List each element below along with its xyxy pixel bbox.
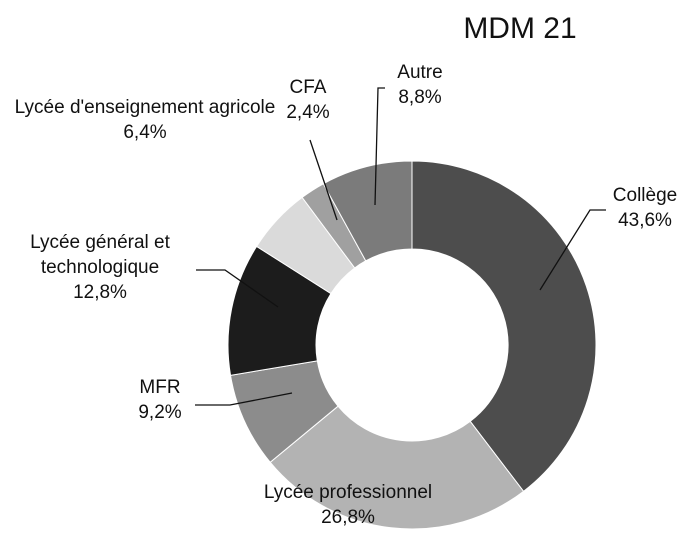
leader-line [195,392,293,406]
category-label: Lycée d'enseignement agricole [14,97,276,118]
value-label: 26,8% [321,507,375,528]
leader-line [374,87,385,206]
data-label: Lycée général et technologique 12,8% [0,230,200,305]
donut-slice [269,405,525,530]
donut-slice [322,160,413,262]
value-label: 12,8% [73,282,127,303]
data-label: CFA 2,4% [268,75,348,125]
category-label: Lycée général et technologique [30,232,170,278]
category-label: CFA [289,77,327,98]
leader-line [309,139,338,221]
data-label: Collège 43,6% [585,183,691,233]
data-label: Autre 8,8% [380,60,460,110]
value-label: 2,4% [286,102,330,123]
category-label: Collège [612,185,678,206]
category-label: MFR [139,377,181,398]
leader-line [196,269,279,308]
category-label: Lycée professionnel [263,482,433,503]
chart-title: MDM 21 [463,12,577,45]
value-label: 9,2% [138,402,182,423]
data-label: MFR 9,2% [110,375,210,425]
category-label: Autre [397,62,443,83]
value-label: 6,4% [123,122,167,143]
leader-line [539,209,606,291]
value-label: 8,8% [398,87,442,108]
value-label: 43,6% [618,210,672,231]
data-label: Lycée d'enseignement agricole 6,4% [10,95,280,145]
donut-slice [411,160,597,493]
data-label: Lycée professionnel 26,8% [218,480,478,530]
